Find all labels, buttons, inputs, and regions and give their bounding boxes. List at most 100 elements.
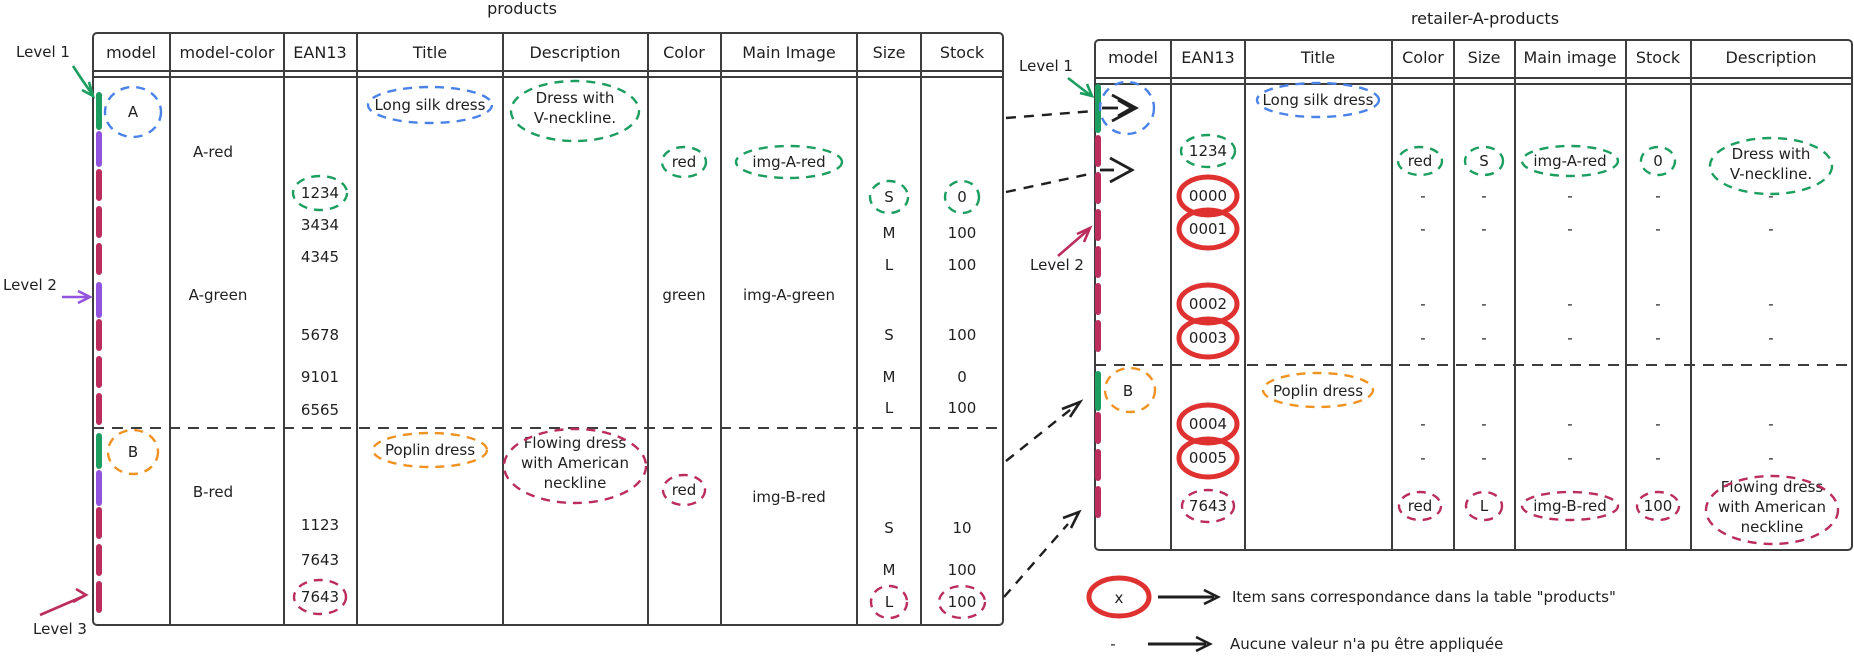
- products-ean-cells: 1234 3434 4345 5678 9101 6565 1123 7643 …: [291, 174, 349, 616]
- ean-4345: 4345: [301, 248, 339, 266]
- col-header-model: model: [106, 43, 156, 62]
- title-a: Long silk dress: [375, 96, 486, 114]
- empty-cell: -: [1655, 449, 1660, 467]
- empty-cell: -: [1420, 220, 1425, 238]
- highlight-mapped-model-a: [1098, 80, 1156, 136]
- image-a-red: img-A-red: [752, 153, 825, 171]
- model-a: A: [128, 103, 139, 121]
- retailer-table: retailer-A-products model EAN13 Title Co…: [1094, 9, 1853, 551]
- retailer-row-b-values: red L img-B-red 100 Flowing dress with A…: [1397, 474, 1840, 546]
- image-b-red: img-B-red: [752, 488, 825, 506]
- connector-model-b-arrowhead: [1061, 399, 1084, 418]
- ean-0000: 0000: [1189, 187, 1227, 205]
- desc-cell-line2: with American: [1718, 498, 1826, 516]
- size-cell: S: [884, 188, 894, 206]
- legend-no-match-circle: [1086, 575, 1152, 619]
- image-cell: img-A-red: [1533, 152, 1606, 170]
- model-color-a-green: A-green: [189, 286, 248, 304]
- ean-0005: 0005: [1189, 449, 1227, 467]
- retailer-header-row: model EAN13 Title Color Size Main image …: [1108, 48, 1816, 67]
- ean-5678: 5678: [301, 326, 339, 344]
- color-a-red: red: [672, 153, 697, 171]
- desc-cell-line3: neckline: [1741, 518, 1804, 536]
- table-connectors: [1003, 109, 1095, 598]
- empty-cell: -: [1420, 415, 1425, 433]
- highlight-retailer-title-b: [1261, 371, 1375, 409]
- empty-cell: -: [1420, 329, 1425, 347]
- no-match-circle-0002: [1176, 282, 1240, 326]
- empty-cell: -: [1567, 415, 1572, 433]
- no-match-circle-0001: [1176, 207, 1240, 251]
- empty-cell: -: [1768, 220, 1773, 238]
- col-header-title: Title: [1300, 48, 1335, 67]
- model-color-b-red: B-red: [193, 483, 233, 501]
- col-header-stock: Stock: [940, 43, 985, 62]
- desc-cell-line2: V-neckline.: [1730, 165, 1812, 183]
- model-b: B: [128, 443, 138, 461]
- model-color-a-red: A-red: [193, 143, 233, 161]
- ean-0002: 0002: [1189, 295, 1227, 313]
- empty-cell: -: [1567, 449, 1572, 467]
- empty-cell: -: [1567, 220, 1572, 238]
- retailer-ean-cells: 1234 0000 0001 0002 0003 0004 0005 7643: [1176, 133, 1240, 524]
- level-labels: Level 1 Level 2 Level 3 Level 1 Level 2: [3, 43, 1095, 638]
- highlight-desc-b: [1704, 474, 1840, 546]
- stock-cell: 0: [1653, 152, 1663, 170]
- highlight-color-a-red: [660, 145, 708, 179]
- products-header-row: model model-color EAN13 Title Descriptio…: [106, 43, 985, 62]
- desc-b-line2: with American: [521, 454, 629, 472]
- empty-cell: -: [1655, 187, 1660, 205]
- level-1-label-left: Level 1: [16, 43, 70, 61]
- stock-cell: 100: [948, 399, 977, 417]
- highlight-stock-a: [1639, 145, 1677, 177]
- highlight-size-l: [869, 584, 909, 620]
- desc-cell-line1: Dress with: [1732, 145, 1811, 163]
- empty-cell: -: [1481, 187, 1486, 205]
- desc-b-line3: neckline: [544, 474, 607, 492]
- legend-no-value-text: Aucune valeur n'a pu être appliquée: [1230, 635, 1503, 653]
- size-cell: L: [885, 399, 894, 417]
- ean-7643-matched: 7643: [301, 588, 339, 606]
- retailer-model-b: B: [1123, 382, 1133, 400]
- legend-no-match-text: Item sans correspondance dans la table "…: [1232, 588, 1616, 606]
- col-header-size: Size: [1468, 48, 1501, 67]
- ean-1234: 1234: [301, 184, 339, 202]
- no-match-circle-0000: [1176, 174, 1240, 218]
- color-cell: red: [1408, 497, 1433, 515]
- size-cell: S: [884, 519, 894, 537]
- stock-cell: 100: [948, 224, 977, 242]
- size-cell: M: [883, 368, 896, 386]
- highlight-size-s: [868, 179, 910, 215]
- connector-model-b: [1005, 405, 1076, 462]
- highlight-desc-b: [502, 427, 648, 505]
- col-header-description: Description: [1725, 48, 1816, 67]
- retailer-column-lines: [1170, 40, 1692, 550]
- products-size-stock-cells: S 0 M 100 L 100 S 100 M 0 L 100 S 10 M 1…: [868, 179, 987, 620]
- highlight-desc-a: [509, 79, 641, 143]
- stock-cell: 100: [948, 561, 977, 579]
- image-a-green: img-A-green: [743, 286, 835, 304]
- legend-no-value-symbol: -: [1110, 635, 1115, 653]
- highlight-stock-0: [943, 179, 981, 215]
- stock-cell: 0: [957, 188, 967, 206]
- highlight-model-a: [103, 85, 163, 139]
- empty-cell: -: [1655, 295, 1660, 313]
- highlight-title-b: [371, 431, 489, 469]
- highlight-ean-7643: [1180, 488, 1236, 524]
- ean-0004: 0004: [1189, 415, 1227, 433]
- col-header-stock: Stock: [1636, 48, 1681, 67]
- color-b-red: red: [672, 481, 697, 499]
- no-match-circle-0005: [1176, 436, 1240, 480]
- empty-cell: -: [1481, 449, 1486, 467]
- no-match-circle-0003: [1176, 316, 1240, 360]
- ean-3434: 3434: [301, 216, 339, 234]
- empty-cell: -: [1768, 295, 1773, 313]
- col-header-size: Size: [873, 43, 906, 62]
- empty-cell: -: [1420, 187, 1425, 205]
- highlight-ean-1234: [1179, 133, 1237, 169]
- col-header-main-image: Main Image: [742, 43, 835, 62]
- highlight-image-b: [1520, 490, 1620, 522]
- col-header-description: Description: [529, 43, 620, 62]
